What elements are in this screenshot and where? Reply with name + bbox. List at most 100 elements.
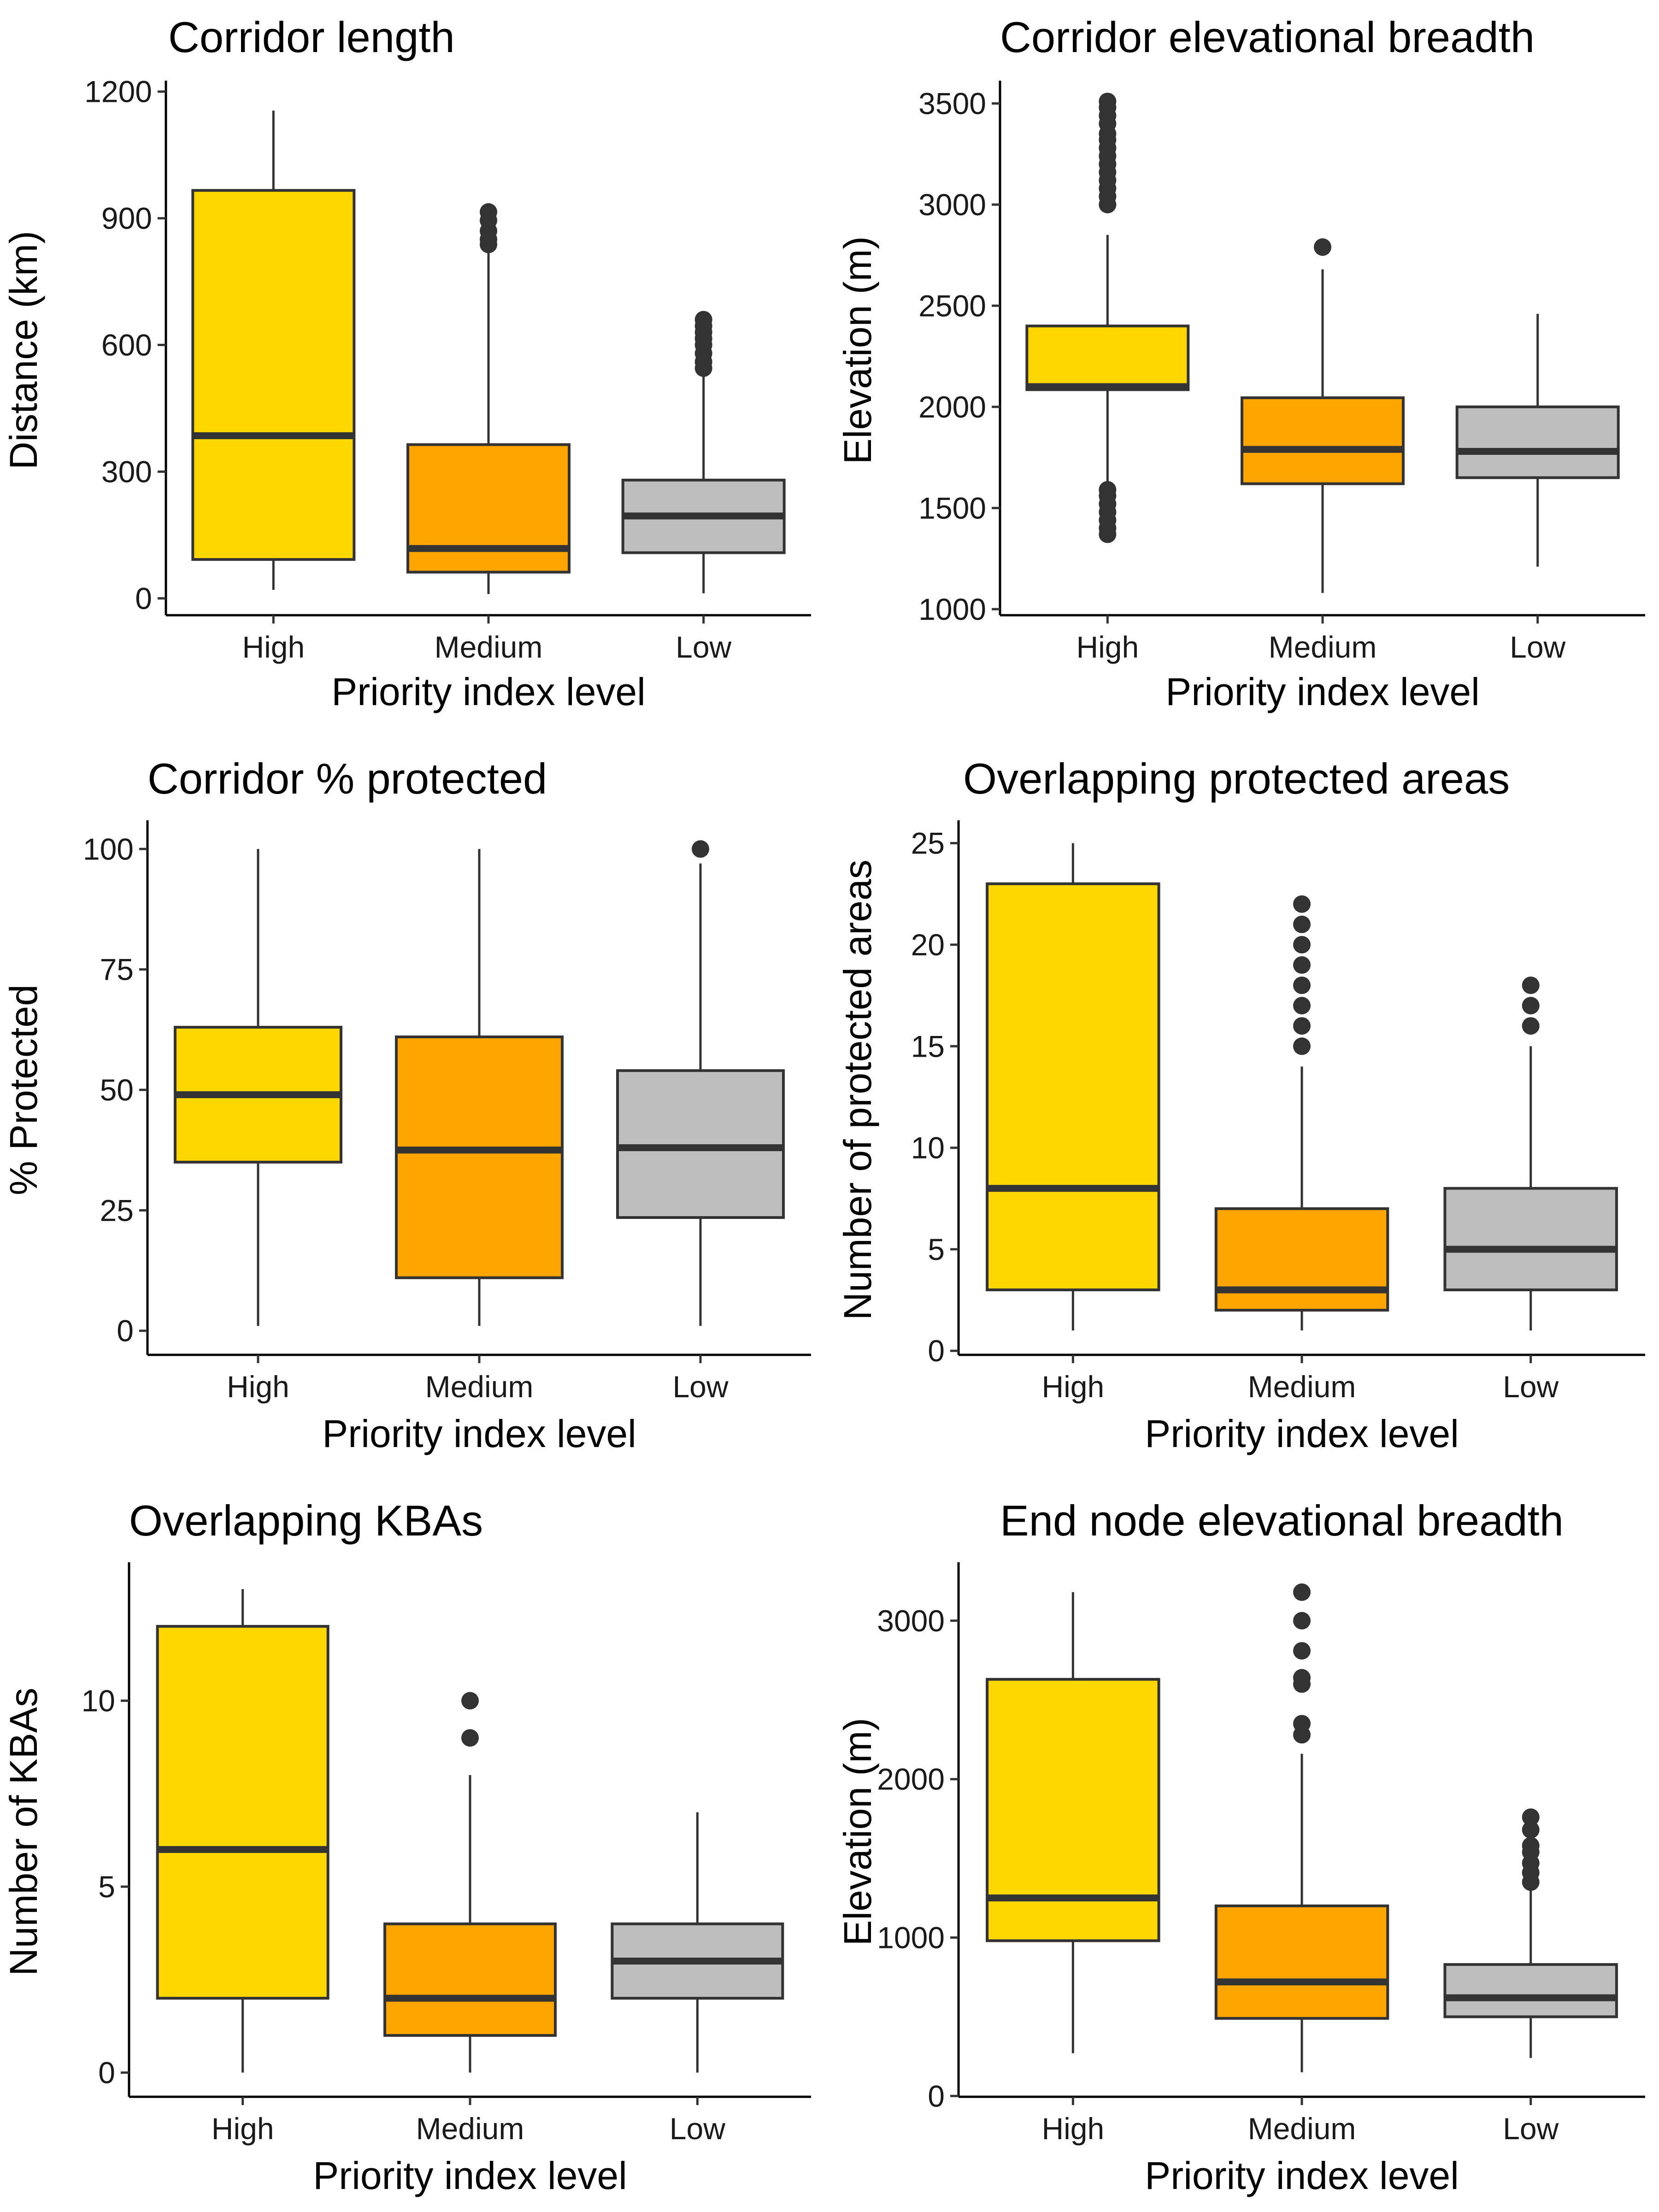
- outlier-point: [1293, 1017, 1311, 1035]
- x-axis-label: Priority index level: [313, 2154, 627, 2197]
- iqr-box: [191, 189, 356, 561]
- y-tick-label: 15: [911, 1029, 945, 1063]
- outlier-point: [1522, 1837, 1540, 1855]
- x-tick-label: High: [1076, 630, 1139, 664]
- x-axis-label: Priority index level: [331, 670, 646, 713]
- x-axis-label: Priority index level: [1145, 2154, 1459, 2197]
- y-tick-label: 100: [83, 832, 134, 866]
- box-high: [1025, 93, 1190, 543]
- outlier-point: [1293, 1583, 1311, 1601]
- panel-3: Corridor % protected 0 25 50 75 100 High Medium…: [2, 754, 811, 1455]
- x-axis-label: Priority index level: [1165, 670, 1480, 713]
- y-tick-label: 3000: [877, 1604, 945, 1638]
- x-tick-label: High: [1041, 2112, 1104, 2146]
- x-tick-label: High: [242, 630, 305, 664]
- y-tick-label: 20: [911, 928, 945, 962]
- y-tick-label: 1200: [84, 75, 152, 109]
- x-tick-label: Medium: [1248, 2112, 1356, 2146]
- outlier-point: [461, 1729, 479, 1747]
- x-tick-label: Medium: [416, 2112, 524, 2146]
- outlier-point: [1522, 997, 1540, 1015]
- y-tick-label: 3500: [918, 87, 986, 121]
- iqr-box: [383, 1922, 557, 2037]
- iqr-box: [1443, 1963, 1618, 2018]
- x-tick-label: Medium: [1269, 630, 1377, 664]
- outlier-point: [1099, 93, 1117, 111]
- y-tick-label: 2000: [918, 390, 986, 424]
- panel-5: Overlapping KBAs 0 5 10 High Medium Low Priorit…: [2, 1496, 811, 2197]
- outlier-point: [1293, 935, 1311, 953]
- x-tick-label: Low: [670, 2112, 725, 2146]
- panel-2: Corridor elevational breadth 1000 1500 2000…: [836, 13, 1645, 713]
- box-low: [616, 840, 785, 1326]
- panel-title: Corridor length: [168, 13, 455, 61]
- box-low: [621, 311, 786, 594]
- y-tick-label: 0: [135, 581, 152, 615]
- y-axis-label: % Protected: [2, 984, 45, 1195]
- outlier-point: [1522, 1808, 1540, 1826]
- y-tick-label: 5: [928, 1232, 945, 1266]
- box-medium: [395, 849, 564, 1326]
- y-tick-label: 25: [100, 1193, 134, 1227]
- y-axis-label: Distance (km): [2, 231, 45, 470]
- x-axis-label: Priority index level: [322, 1412, 636, 1455]
- x-tick-label: High: [212, 2112, 274, 2146]
- panel-title: Corridor elevational breadth: [1000, 13, 1535, 61]
- y-tick-label: 2500: [918, 288, 986, 323]
- box-low: [1443, 1808, 1618, 2058]
- iqr-box: [1443, 1187, 1618, 1292]
- outlier-point: [480, 203, 497, 221]
- outlier-point: [1293, 1037, 1311, 1055]
- y-tick-label: 10: [82, 1684, 115, 1718]
- y-tick-label: 3000: [918, 188, 986, 222]
- outlier-point: [1522, 1821, 1540, 1839]
- y-tick-label: 900: [101, 201, 152, 235]
- box-high: [986, 1592, 1160, 2053]
- y-tick-label: 50: [100, 1073, 134, 1107]
- outlier-point: [1099, 481, 1117, 499]
- y-tick-label: 75: [100, 953, 134, 987]
- panel-title: Overlapping protected areas: [963, 754, 1510, 803]
- y-tick-label: 1000: [877, 1920, 945, 1954]
- x-tick-label: Low: [1503, 2112, 1559, 2146]
- box-high: [191, 110, 356, 590]
- y-tick-label: 1500: [918, 491, 986, 525]
- y-axis-label: Elevation (m): [836, 1718, 879, 1946]
- y-tick-label: 600: [101, 328, 152, 362]
- iqr-box: [395, 1035, 564, 1279]
- x-axis-label: Priority index level: [1145, 1412, 1459, 1455]
- box-high: [174, 849, 342, 1326]
- outlier-point: [1522, 1017, 1540, 1035]
- outlier-point: [461, 1692, 479, 1710]
- y-tick-label: 2000: [877, 1762, 945, 1796]
- box-low: [1443, 977, 1618, 1331]
- box-medium: [1241, 238, 1405, 593]
- outlier-point: [1293, 977, 1311, 994]
- iqr-box: [1214, 1207, 1389, 1312]
- iqr-box: [616, 1069, 785, 1219]
- outlier-point: [1293, 997, 1311, 1015]
- box-low: [611, 1812, 784, 2073]
- outlier-point: [692, 840, 709, 858]
- x-tick-label: Low: [672, 1370, 728, 1404]
- x-tick-label: Medium: [425, 1370, 534, 1404]
- panel-1: Corridor length 0 300 600 900 1200 High Medium L…: [2, 13, 811, 713]
- outlier-point: [1293, 1669, 1311, 1687]
- y-axis-label: Elevation (m): [836, 236, 879, 465]
- box-medium: [406, 203, 571, 594]
- panel-title: End node elevational breadth: [1000, 1496, 1564, 1545]
- x-tick-label: Low: [1510, 630, 1565, 664]
- y-tick-label: 0: [117, 1314, 134, 1348]
- iqr-box: [1455, 405, 1620, 479]
- x-tick-label: High: [1041, 1370, 1104, 1404]
- y-tick-label: 0: [928, 2079, 945, 2113]
- y-tick-label: 25: [911, 826, 945, 860]
- y-tick-label: 0: [98, 2056, 115, 2090]
- outlier-point: [1293, 1715, 1311, 1733]
- x-tick-label: Medium: [435, 630, 543, 664]
- x-tick-label: High: [227, 1370, 289, 1404]
- outlier-point: [1522, 977, 1540, 994]
- box-high: [986, 843, 1160, 1331]
- y-tick-label: 300: [101, 454, 152, 488]
